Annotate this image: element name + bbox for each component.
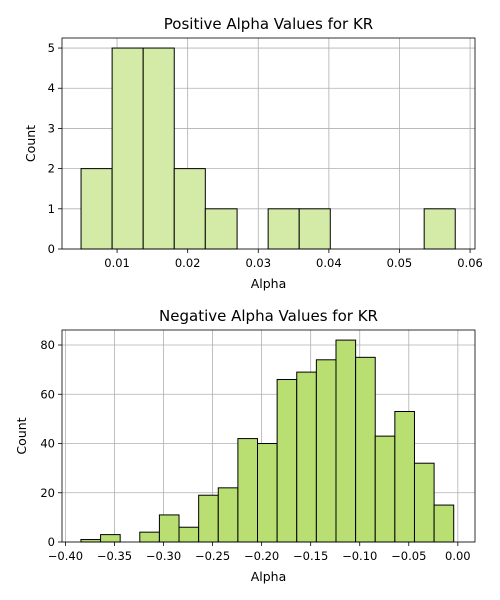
histogram-bar bbox=[142, 47, 175, 250]
histogram-bar bbox=[173, 168, 206, 250]
y-axis-label: Count bbox=[14, 417, 29, 454]
x-tick-label: 0.02 bbox=[175, 256, 201, 270]
histogram-bar bbox=[315, 359, 337, 543]
axis-ticks: −0.40 −0.35 −0.30 −0.25 −0.20 −0.15 −0.10 −0.05… bbox=[40, 338, 470, 563]
y-tick-label: 20 bbox=[40, 486, 55, 500]
x-tick-label: 0.06 bbox=[457, 256, 483, 270]
y-tick-label: 60 bbox=[40, 387, 55, 401]
histogram-bar bbox=[267, 208, 300, 250]
plot-frame bbox=[61, 329, 476, 543]
y-tick-label: 1 bbox=[48, 202, 55, 216]
x-axis-label: Alpha bbox=[251, 276, 287, 291]
y-tick-label: 40 bbox=[40, 437, 55, 451]
histogram-bar bbox=[394, 411, 415, 543]
x-tick-label: −0.40 bbox=[48, 549, 83, 563]
positive-alpha-histogram: 0.01 0.02 0.03 0.04 0.05 0.06 0 1 2 3 4 5 Positive … bbox=[23, 15, 483, 291]
y-tick-label: 4 bbox=[48, 81, 55, 95]
histogram-bar bbox=[198, 494, 219, 543]
plot-frame bbox=[61, 37, 476, 250]
histogram-bar bbox=[433, 504, 455, 543]
chart-title: Negative Alpha Values for KR bbox=[159, 307, 378, 325]
negative-alpha-histogram: −0.40 −0.35 −0.30 −0.25 −0.20 −0.15 −0.10 −0.05… bbox=[14, 307, 476, 584]
x-tick-label: −0.35 bbox=[97, 549, 132, 563]
histogram-bar bbox=[237, 438, 259, 543]
chart-title: Positive Alpha Values for KR bbox=[164, 15, 373, 33]
x-tick-label: 0.04 bbox=[316, 256, 342, 270]
histogram-bar bbox=[257, 443, 278, 543]
x-tick-label: 0.05 bbox=[387, 256, 413, 270]
x-tick-label: −0.20 bbox=[244, 549, 279, 563]
x-tick-label: −0.30 bbox=[146, 549, 181, 563]
x-tick-label: 0.01 bbox=[104, 256, 130, 270]
x-tick-label: 0.03 bbox=[245, 256, 271, 270]
axis-ticks: 0.01 0.02 0.03 0.04 0.05 0.06 0 1 2 3 4 5 bbox=[48, 41, 483, 270]
y-tick-label: 80 bbox=[40, 338, 55, 352]
histogram-bar bbox=[204, 208, 238, 250]
histogram-bar bbox=[139, 531, 160, 543]
y-tick-label: 0 bbox=[48, 535, 55, 549]
x-axis-label: Alpha bbox=[251, 569, 287, 584]
x-tick-label: 0.00 bbox=[445, 549, 471, 563]
histogram-bar bbox=[158, 514, 180, 543]
x-tick-label: −0.10 bbox=[342, 549, 377, 563]
x-tick-label: −0.15 bbox=[293, 549, 328, 563]
histogram-bar bbox=[413, 462, 435, 543]
histogram-bar bbox=[423, 208, 456, 250]
x-tick-label: −0.05 bbox=[391, 549, 426, 563]
histogram-bar bbox=[80, 168, 113, 250]
histogram-bar bbox=[178, 526, 200, 543]
histogram-bars bbox=[80, 47, 456, 250]
histogram-bar bbox=[111, 47, 144, 250]
histogram-bar bbox=[374, 435, 396, 543]
histogram-bar bbox=[100, 534, 121, 543]
histogram-bar bbox=[217, 487, 239, 543]
histogram-bar bbox=[296, 371, 317, 543]
x-tick-label: −0.25 bbox=[195, 549, 230, 563]
y-tick-label: 0 bbox=[48, 242, 55, 256]
y-tick-label: 2 bbox=[48, 162, 55, 176]
y-tick-label: 5 bbox=[48, 41, 55, 55]
y-tick-label: 3 bbox=[48, 121, 55, 135]
histogram-bar bbox=[355, 356, 376, 543]
y-axis-label: Count bbox=[23, 125, 38, 162]
histogram-bar bbox=[276, 378, 298, 543]
histogram-bars bbox=[80, 339, 455, 543]
histogram-bar bbox=[335, 339, 357, 543]
histogram-bar bbox=[298, 208, 331, 250]
